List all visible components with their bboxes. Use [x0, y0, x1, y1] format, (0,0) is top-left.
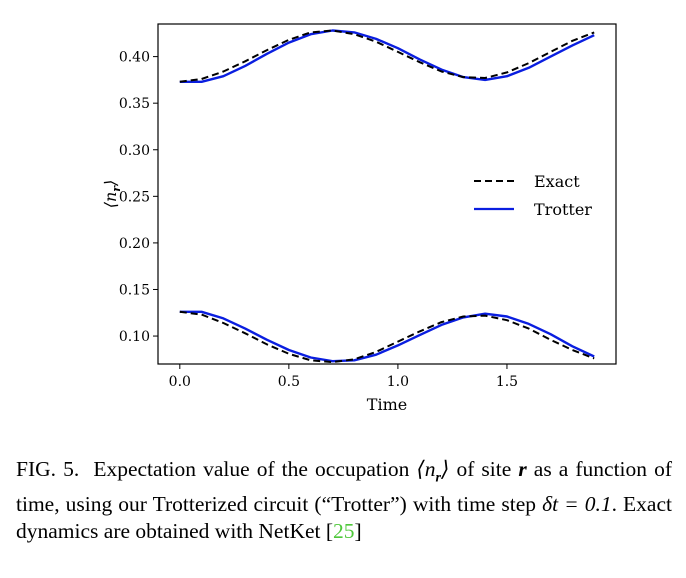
x-tick-label: 0.5	[278, 374, 300, 390]
citation-open: [	[325, 519, 334, 544]
series-line-trotter-lower	[179, 310, 595, 363]
citation-link[interactable]: 25	[333, 519, 355, 544]
x-axis-label: Time	[367, 395, 407, 414]
series-line-exact-upper	[179, 29, 595, 83]
caption-text-1: Expectation value of the occupation	[93, 457, 417, 481]
y-axis-label: ⟨nr⟩	[101, 180, 123, 209]
x-tick-label: 1.0	[387, 374, 409, 390]
y-tick-label: 0.20	[119, 236, 150, 252]
y-tick-label: 0.10	[119, 329, 150, 345]
caption-text-2: of site	[449, 457, 519, 481]
caption-math-site: r	[518, 457, 527, 481]
citation-close: ]	[354, 519, 362, 544]
legend-label-exact: Exact	[534, 172, 580, 191]
series-line-trotter-upper	[179, 29, 595, 83]
caption-math-timestep: δt = 0.1	[542, 492, 612, 517]
y-tick-label: 0.15	[119, 282, 150, 298]
caption-math-occupation: ⟨nr⟩	[416, 457, 450, 486]
y-axis: 0.10 0.15 0.20 0.25 0.30 0.35 0.40	[119, 50, 158, 345]
figure-caption: FIG. 5. Expectation value of the occupat…	[16, 456, 672, 545]
y-tick-label: 0.40	[119, 50, 150, 66]
series-line-exact-lower	[179, 310, 595, 364]
caption-text-4: . Exact dynamics are obtained with NetKe…	[16, 492, 672, 544]
caption-text-3: as a function of time, using our Trotter…	[16, 457, 672, 517]
x-axis: 0.0 0.5 1.0 1.5	[169, 364, 518, 390]
plot-frame	[157, 23, 617, 365]
caption-label: FIG. 5.	[16, 457, 80, 481]
legend-label-trotter: Trotter	[534, 200, 592, 219]
line-chart: 0.10 0.15 0.20 0.25 0.30 0.35 0.40 0.0 0.5 1.0 1.…	[101, 23, 617, 414]
y-tick-label: 0.30	[119, 143, 150, 159]
series-layer	[179, 29, 595, 364]
x-tick-label: 1.5	[496, 374, 518, 390]
y-tick-label: 0.25	[119, 189, 150, 205]
y-tick-label: 0.35	[119, 96, 150, 112]
x-tick-label: 0.0	[169, 374, 191, 390]
legend: Exact Trotter	[474, 172, 592, 219]
